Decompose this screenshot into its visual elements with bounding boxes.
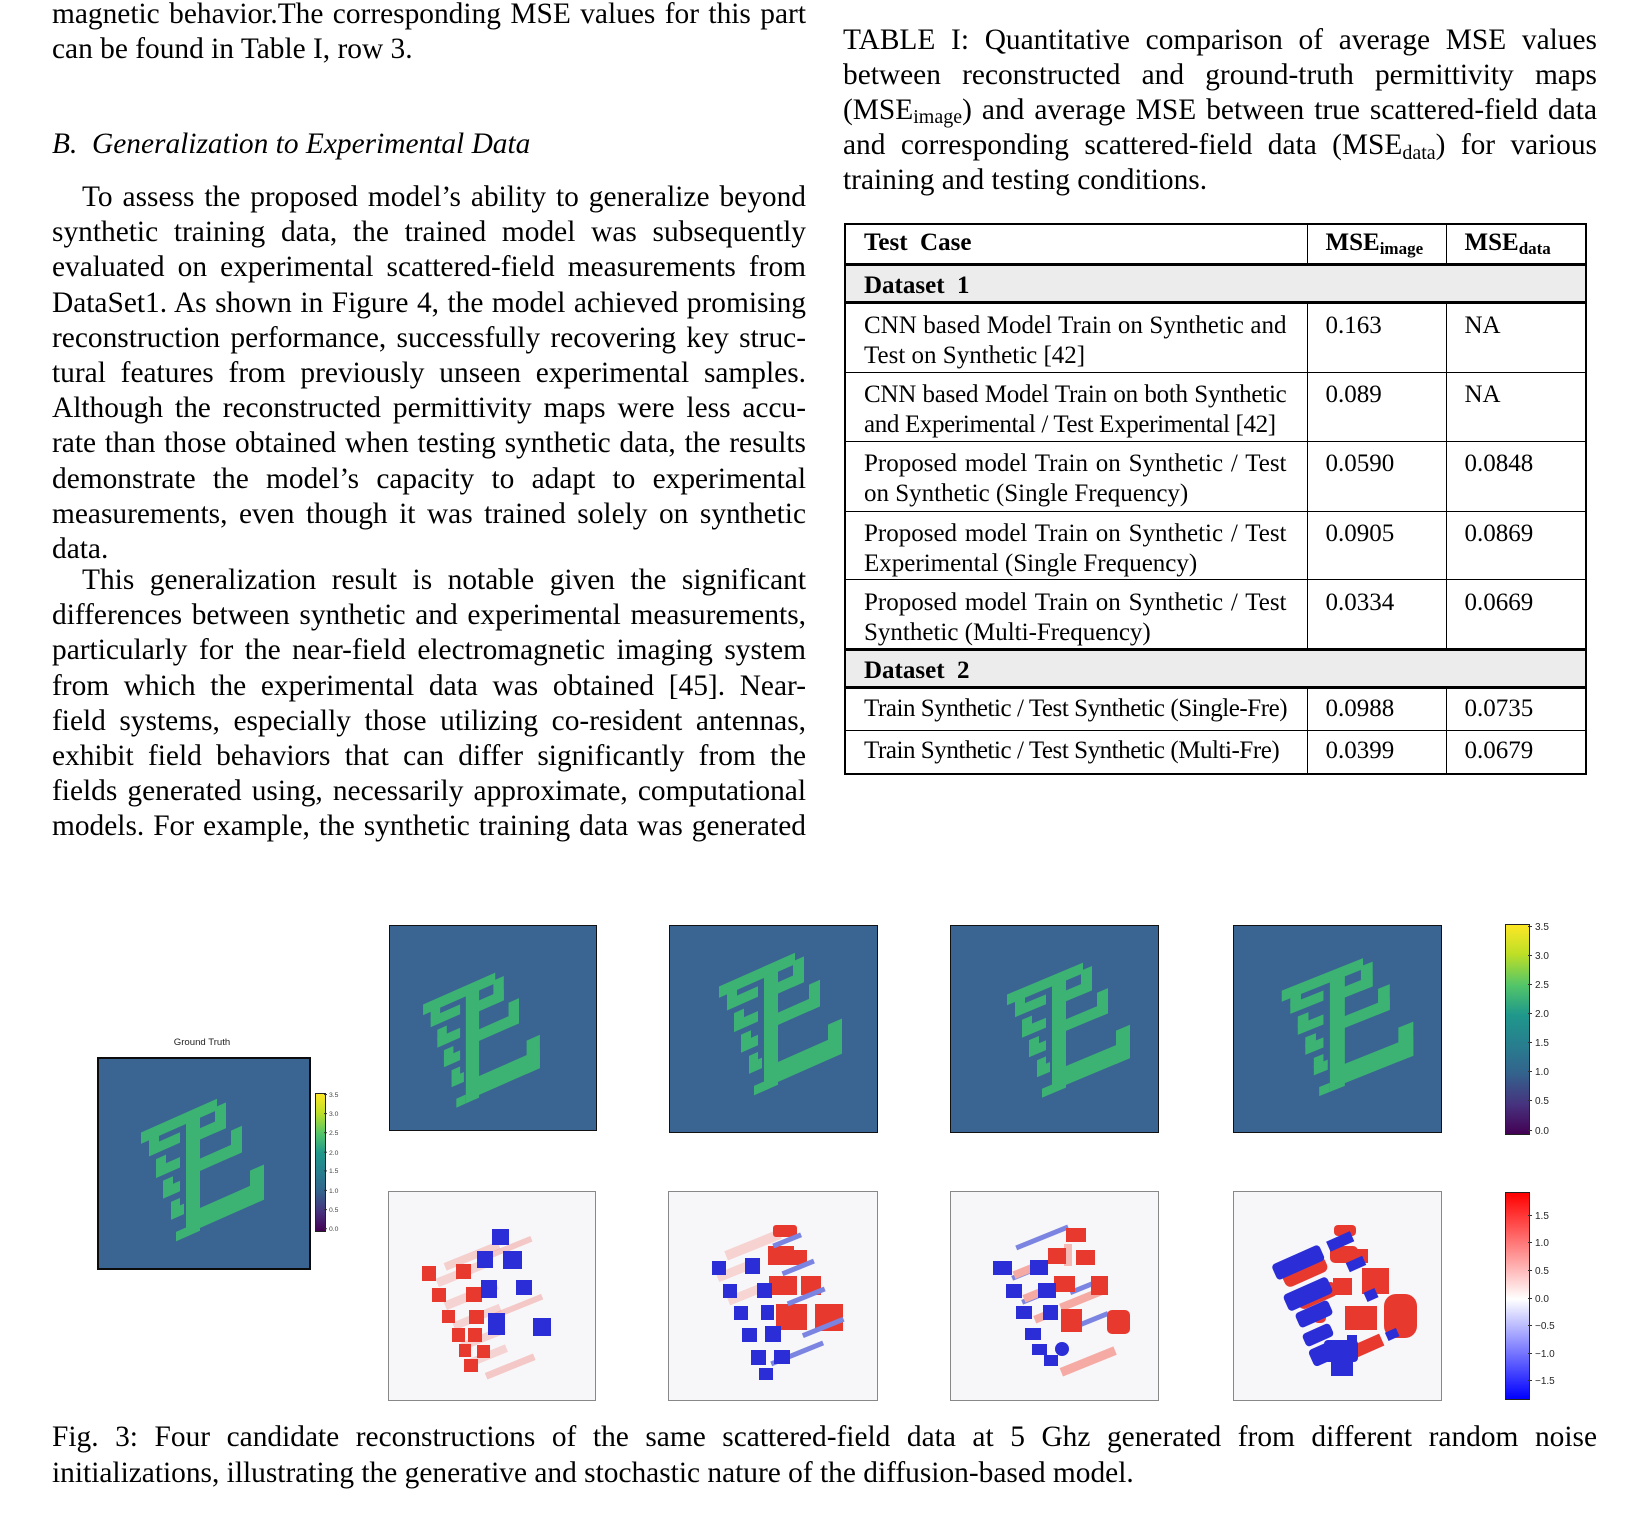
svg-text:0.0: 0.0 — [329, 1226, 339, 1233]
svg-text:1.0: 1.0 — [1535, 1238, 1549, 1249]
svg-text:2.0: 2.0 — [1535, 1009, 1549, 1020]
svg-text:2.5: 2.5 — [329, 1130, 339, 1137]
svg-text:3.0: 3.0 — [329, 1111, 339, 1118]
svg-text:3.0: 3.0 — [1535, 951, 1549, 962]
svg-text:1.5: 1.5 — [1535, 1211, 1549, 1222]
svg-text:1.5: 1.5 — [1535, 1038, 1549, 1049]
svg-text:0.0: 0.0 — [1535, 1126, 1549, 1137]
svg-text:1.5: 1.5 — [329, 1168, 339, 1175]
svg-text:0.0: 0.0 — [1535, 1294, 1549, 1305]
svg-text:−1.0: −1.0 — [1535, 1349, 1555, 1360]
svg-text:0.5: 0.5 — [1535, 1266, 1549, 1277]
svg-text:2.5: 2.5 — [1535, 980, 1549, 991]
svg-text:1.0: 1.0 — [1535, 1067, 1549, 1078]
svg-text:3.5: 3.5 — [329, 1092, 339, 1099]
svg-text:0.5: 0.5 — [1535, 1096, 1549, 1107]
svg-text:3.5: 3.5 — [1535, 922, 1549, 933]
svg-text:0.5: 0.5 — [329, 1207, 339, 1214]
svg-text:2.0: 2.0 — [329, 1150, 339, 1157]
svg-text:−0.5: −0.5 — [1535, 1321, 1555, 1332]
svg-text:1.0: 1.0 — [329, 1188, 339, 1195]
svg-text:−1.5: −1.5 — [1535, 1376, 1555, 1387]
